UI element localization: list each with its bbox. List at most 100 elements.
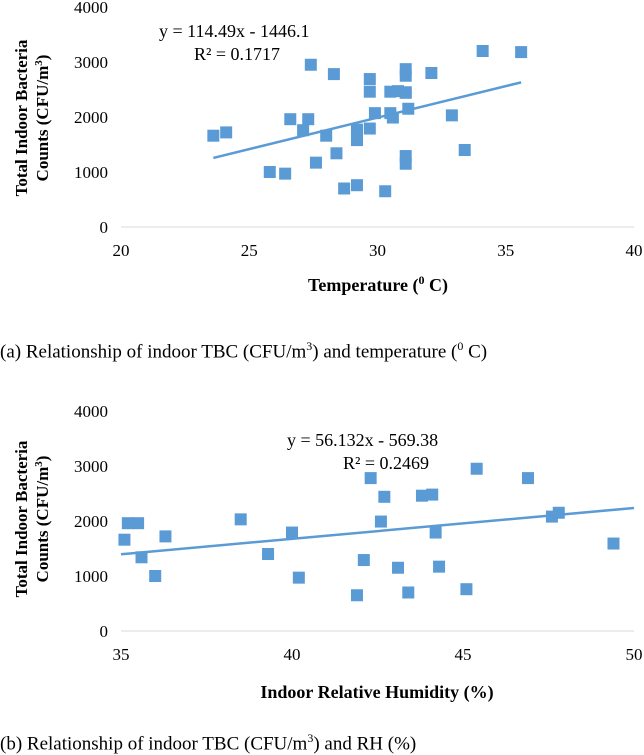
data-point [470, 462, 483, 475]
x-axis-title: Indoor Relative Humidity (%) [260, 682, 493, 703]
y-axis-title-line2-end: ) [33, 456, 52, 462]
x-tick-label: 35 [497, 241, 514, 260]
data-point [425, 67, 438, 79]
y-axis-title-line2-text: Counts (CFU/m [33, 467, 52, 583]
data-point [433, 560, 446, 573]
x-axis-title: Temperature (0 C) [308, 273, 448, 296]
x-axis-title-end: C) [424, 275, 448, 296]
data-point [338, 182, 351, 195]
y-tick-label: 2000 [74, 512, 108, 531]
caption-b-superscript: 3 [307, 731, 314, 745]
y-tick-label: 1000 [74, 567, 108, 586]
x-tick-label: 35 [113, 645, 130, 664]
x-tick-label: 50 [626, 645, 643, 664]
data-point [286, 526, 298, 539]
data-point [515, 46, 528, 59]
y-tick-labels: 0 1000 2000 3000 4000 [74, 0, 108, 237]
data-point [234, 513, 247, 526]
x-tick-label: 20 [113, 241, 130, 260]
y-tick-labels: 0 1000 2000 3000 4000 [74, 402, 108, 641]
x-tick-labels: 35 40 45 50 [113, 645, 643, 664]
data-point [309, 156, 322, 169]
caption-a-end: C) [463, 341, 488, 363]
data-point [402, 586, 415, 599]
x-tick-label: 40 [626, 241, 643, 260]
r-squared-label: R² = 0.1717 [194, 44, 280, 64]
data-point [350, 179, 363, 192]
data-point [426, 488, 439, 501]
data-point [521, 472, 534, 485]
data-points [118, 462, 620, 602]
trendline [213, 81, 522, 160]
x-tick-label: 25 [241, 241, 258, 260]
data-point [284, 113, 297, 126]
y-axis-title-line2-text: Counts (CFU/m [33, 66, 52, 182]
data-point [399, 63, 412, 76]
data-point [552, 506, 565, 519]
y-tick-label: 3000 [74, 53, 108, 72]
trend-equation: y = 56.132x - 569.38 [287, 430, 438, 450]
y-tick-label: 4000 [74, 402, 108, 421]
data-point [363, 85, 376, 98]
data-point [363, 73, 376, 86]
trend-equation: y = 114.49x - 1446.1 [159, 21, 309, 41]
x-axis-title-text: Temperature ( [308, 275, 418, 296]
data-point [350, 123, 363, 136]
trendline [120, 506, 635, 556]
data-point [607, 537, 620, 550]
x-tick-label: 30 [369, 241, 386, 260]
y-axis-title-line2-end: ) [33, 55, 52, 61]
y-axis-title-line2: Counts (CFU/m3) [33, 456, 52, 583]
data-point [320, 129, 333, 142]
caption-a-superscript-2: 0 [457, 339, 464, 353]
data-point [363, 122, 376, 135]
data-point [304, 58, 317, 71]
data-point [262, 548, 275, 560]
y-axis-title-superscript: 3 [33, 461, 45, 467]
y-tick-label: 0 [100, 622, 109, 641]
data-point [379, 185, 392, 198]
caption-a-text: (a) Relationship of indoor TBC (CFU/m [0, 341, 307, 363]
caption-b-text: (b) Relationship of indoor TBC (CFU/m [0, 733, 308, 755]
data-point [118, 533, 131, 546]
y-axis-title-superscript: 3 [33, 60, 45, 66]
data-point [327, 68, 340, 81]
data-point [476, 45, 489, 57]
y-axis-title-line1: Total Indoor Bacteria [12, 39, 31, 196]
data-point [399, 86, 412, 99]
data-point [292, 571, 305, 584]
data-point [364, 472, 377, 485]
data-point [374, 515, 387, 528]
data-point [357, 554, 370, 567]
y-tick-label: 0 [100, 218, 109, 237]
data-point [207, 129, 220, 142]
data-point [392, 561, 405, 574]
data-point [399, 157, 412, 170]
y-tick-label: 1000 [74, 163, 108, 182]
x-axis-title-superscript: 0 [418, 273, 424, 287]
data-point [330, 147, 343, 160]
data-point [415, 489, 428, 502]
data-point [279, 167, 292, 180]
data-point [460, 583, 473, 596]
y-tick-label: 2000 [74, 108, 108, 127]
caption-a-superscript-1: 3 [306, 339, 313, 353]
y-tick-label: 4000 [74, 0, 108, 17]
data-point [121, 517, 134, 530]
data-point [350, 589, 363, 602]
r-squared-label: R² = 0.2469 [343, 453, 429, 473]
data-points [207, 45, 528, 198]
data-point [263, 166, 276, 178]
data-point [378, 490, 391, 503]
caption-a-middle: ) and temperature ( [312, 341, 458, 363]
x-tick-label: 40 [284, 645, 301, 664]
humidity-scatter-chart: Total Indoor Bacteria Counts (CFU/m3) 0 1… [12, 402, 643, 703]
y-axis-title-line1: Total Indoor Bacteria [12, 440, 31, 597]
data-point [159, 530, 172, 543]
data-point [297, 124, 310, 137]
data-point [445, 109, 458, 122]
y-axis-title-line2: Counts (CFU/m3) [33, 55, 52, 182]
data-point [149, 570, 162, 582]
data-point [220, 126, 233, 139]
caption-a: (a) Relationship of indoor TBC (CFU/m3) … [0, 339, 487, 363]
